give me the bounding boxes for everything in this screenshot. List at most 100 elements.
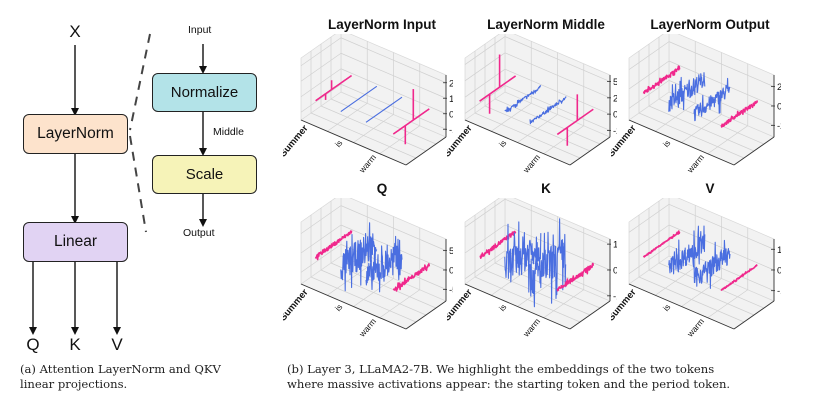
plot-title: K: [541, 181, 551, 196]
grid-line: [340, 52, 447, 99]
series-line-starting: [479, 230, 517, 259]
z-tick-label: 2k: [449, 78, 453, 89]
dim-axis: [405, 300, 447, 330]
x-tick-label: is: [661, 138, 673, 149]
x-tick-label: warm: [520, 152, 542, 175]
scale-block: Scale: [152, 155, 257, 194]
x-tick-label: is: [333, 302, 345, 313]
grid-line: [340, 37, 447, 84]
dim-axis: [569, 136, 611, 166]
layernorm-block: LayerNorm: [23, 114, 128, 154]
grid-line: [300, 205, 342, 234]
grid-line: [504, 224, 611, 271]
z-tick-label: 50: [613, 77, 617, 88]
series-line-starting: [314, 230, 353, 261]
dashed-expansion-line: [129, 33, 151, 131]
grid-line: [484, 269, 591, 316]
grid-line: [300, 244, 342, 273]
grid-line: [668, 224, 775, 271]
plot-title: LayerNorm Middle: [487, 17, 605, 32]
grid-line: [707, 125, 748, 155]
grid-line: [648, 105, 755, 152]
caption-a-line2: linear projections.: [20, 377, 128, 391]
grid-line: [300, 52, 342, 82]
x-tick-label: warm: [520, 316, 542, 339]
grid-line: [543, 289, 584, 319]
grid-line: [668, 204, 775, 250]
x-tick-label: is: [497, 138, 509, 149]
plot-title: LayerNorm Output: [650, 17, 770, 32]
z-tick-label: -5: [449, 285, 453, 296]
grid-line: [504, 52, 611, 99]
series-line-period: [556, 108, 594, 136]
grid-line: [464, 224, 506, 254]
x-tick-label: Summer: [447, 287, 475, 323]
z-tick-label: -1k: [449, 125, 453, 136]
series-line-starting: [315, 74, 353, 102]
dim-axis: [569, 300, 611, 330]
z-tick-label: 0: [449, 109, 453, 120]
series-line-period: [720, 100, 759, 128]
z-tick-label: 0: [613, 110, 617, 121]
grid-line: [300, 37, 342, 67]
series-line-starting: [642, 230, 681, 258]
series-line-period: [392, 108, 430, 135]
z-tick-label: -2.5: [777, 121, 781, 132]
plot-title: LayerNorm Input: [327, 17, 436, 32]
dim-axis: [733, 300, 775, 330]
token-axis: [628, 119, 735, 166]
token-axis: [300, 283, 407, 330]
series-line-other1: [668, 72, 706, 112]
grid-line: [300, 68, 342, 98]
detail-output-label: Output: [183, 227, 215, 239]
grid-line: [464, 198, 506, 228]
x-tick-label: is: [497, 302, 509, 313]
grid-line: [320, 105, 427, 152]
dashed-expansion-line-lower: [129, 135, 147, 233]
z-tick-label: 0: [613, 266, 617, 277]
output-k-symbol: K: [69, 335, 81, 354]
grid-line: [504, 68, 611, 115]
grid-line: [628, 245, 670, 274]
z-tick-label: 2.5: [777, 82, 781, 93]
grid-line: [668, 245, 775, 291]
grid-line: [464, 68, 506, 98]
z-tick-label: 10: [613, 240, 617, 251]
series-line-period: [556, 262, 595, 292]
plot-title: V: [705, 181, 715, 196]
grid-line: [379, 289, 420, 319]
plot-title: Q: [376, 181, 388, 196]
grid-line: [628, 204, 670, 233]
grid-line: [628, 80, 670, 109]
z-tick-label: -10: [613, 291, 617, 302]
x-tick-label: warm: [356, 152, 378, 175]
grid-line: [628, 224, 670, 254]
x-tick-label: Summer: [447, 123, 475, 159]
grid-line: [300, 224, 342, 254]
caption-a-line1: (a) Attention LayerNorm and QKV: [20, 362, 221, 376]
grid-line: [504, 198, 611, 245]
z-tick-label: 1: [777, 245, 781, 256]
grid-line: [504, 36, 611, 82]
grid-line: [668, 60, 775, 107]
input-x-symbol: X: [69, 22, 81, 41]
series-line-other2: [529, 96, 567, 125]
series-line-other2: [529, 218, 567, 308]
caption-b-line2: where massive activations appear: the st…: [287, 377, 731, 391]
token-axis: [464, 283, 571, 330]
grid-line: [464, 85, 506, 114]
caption-b-line1: (b) Layer 3, LLaMA2-7B. We highlight the…: [287, 362, 715, 376]
detail-middle-label: Middle: [213, 126, 244, 138]
z-tick-label: -25: [613, 126, 617, 137]
z-tick-label: 0.0: [777, 102, 781, 113]
x-tick-label: Summer: [283, 287, 311, 323]
series-line-period: [392, 263, 431, 292]
output-q-symbol: Q: [26, 335, 40, 354]
grid-line: [707, 289, 748, 319]
z-tick-label: -1: [777, 286, 781, 297]
series-line-other1: [668, 225, 706, 275]
